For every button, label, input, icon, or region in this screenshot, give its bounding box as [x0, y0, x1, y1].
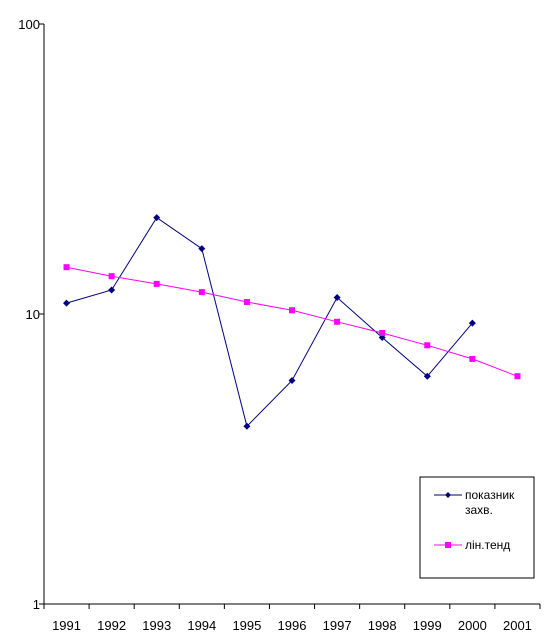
data-point-series-1 [514, 373, 521, 380]
data-point-series-1 [289, 307, 295, 314]
chart-legend: показник захв. лін.тенд [419, 476, 535, 579]
chart-series [63, 214, 521, 430]
data-point-series-0 [198, 245, 206, 253]
legend-marker-series-1 [445, 542, 451, 548]
legend-box [419, 476, 535, 579]
data-point-series-0 [243, 422, 251, 430]
data-point-series-1 [63, 264, 70, 271]
x-tick-label: 1994 [187, 618, 216, 633]
x-tick-label: 1997 [323, 618, 352, 633]
x-tick-label: 1991 [52, 618, 81, 633]
data-point-series-1 [469, 355, 476, 362]
data-point-series-1 [379, 329, 386, 336]
x-tick-label: 1995 [232, 618, 261, 633]
data-point-series-0 [468, 319, 476, 327]
legend-label-series-0-line-2: захв. [465, 503, 493, 517]
x-tick-label: 1993 [142, 618, 171, 633]
y-tick-label: 1 [33, 597, 40, 612]
x-tick-label: 1992 [97, 618, 126, 633]
x-tick-label: 2000 [458, 618, 487, 633]
data-point-series-1 [153, 280, 160, 287]
y-tick-label: 100 [18, 17, 40, 32]
data-point-series-1 [424, 342, 431, 349]
data-point-series-1 [108, 273, 115, 280]
data-point-series-0 [333, 293, 341, 301]
data-point-series-0 [153, 214, 161, 222]
series-line-0 [66, 216, 473, 428]
data-point-series-0 [423, 372, 431, 380]
data-point-series-1 [198, 289, 205, 296]
legend-marker-series-0 [445, 492, 451, 498]
data-point-series-0 [288, 376, 296, 384]
data-point-series-0 [108, 286, 116, 294]
x-tick-label: 1996 [278, 618, 307, 633]
data-point-series-1 [334, 318, 341, 325]
legend-label-series-1: лін.тенд [465, 538, 510, 552]
x-tick-label: 1998 [368, 618, 397, 633]
y-tick-label: 10 [26, 307, 40, 322]
x-tick-label: 2001 [503, 618, 532, 633]
legend-label-series-0-line-1: показник [465, 488, 515, 502]
chart-axes: 1 10 100 1991 1992 1993 1994 1995 1996 1997 1998 19… [18, 17, 541, 633]
series-line-1 [66, 266, 518, 377]
data-point-series-0 [63, 299, 71, 307]
data-point-series-1 [243, 298, 250, 305]
x-tick-label: 1999 [413, 618, 442, 633]
